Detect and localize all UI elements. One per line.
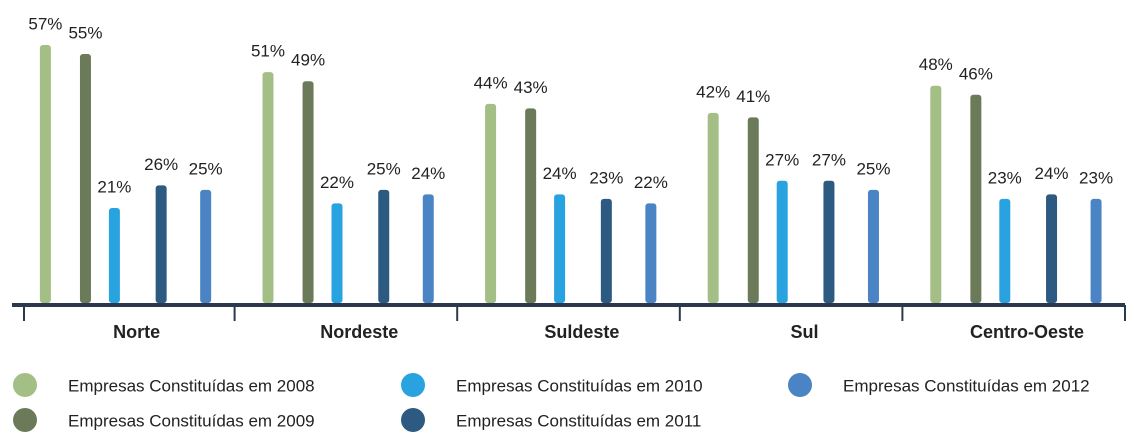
- value-label: 49%: [291, 51, 325, 70]
- bar: [1046, 194, 1058, 303]
- value-label: 46%: [959, 64, 993, 83]
- bar: [970, 94, 982, 303]
- x-tick-label: Centro-Oeste: [970, 322, 1084, 342]
- value-label: 42%: [696, 82, 730, 101]
- legend-label: Empresas Constituídas em 2010: [456, 376, 703, 395]
- bar: [707, 112, 719, 303]
- bar: [331, 203, 343, 303]
- value-label: 23%: [988, 168, 1022, 187]
- value-label: 22%: [634, 173, 668, 192]
- value-label: 57%: [28, 14, 62, 33]
- value-label: 43%: [514, 78, 548, 97]
- bar: [999, 198, 1011, 303]
- value-label: 24%: [543, 164, 577, 183]
- value-label: 27%: [812, 150, 846, 169]
- x-tick-label: Nordeste: [320, 322, 398, 342]
- legend-swatch: [401, 373, 425, 397]
- bar: [1090, 198, 1102, 303]
- legend-swatch: [13, 373, 37, 397]
- x-tick-label: Suldeste: [544, 322, 619, 342]
- legend-label: Empresas Constituídas em 2009: [68, 411, 315, 430]
- bar: [645, 203, 657, 303]
- bar: [108, 207, 120, 303]
- bar: [485, 103, 497, 303]
- bar: [79, 54, 91, 304]
- value-label: 23%: [1079, 168, 1113, 187]
- bar: [39, 45, 51, 303]
- bar: [600, 198, 612, 303]
- value-label: 44%: [474, 73, 508, 92]
- value-label: 21%: [97, 177, 131, 196]
- x-tick-label: Sul: [790, 322, 818, 342]
- bar: [155, 185, 167, 303]
- value-label: 55%: [68, 24, 102, 43]
- value-label: 48%: [919, 55, 953, 74]
- value-label: 25%: [189, 159, 223, 178]
- bar: [776, 180, 788, 303]
- bar: [554, 194, 566, 303]
- bar: [525, 108, 537, 303]
- legend-swatch: [13, 408, 37, 432]
- bar: [747, 117, 759, 303]
- value-label: 27%: [765, 150, 799, 169]
- bar: [823, 180, 835, 303]
- bar: [378, 189, 390, 303]
- bar: [302, 81, 314, 303]
- value-label: 25%: [367, 159, 401, 178]
- bar: [867, 189, 879, 303]
- x-tick-label: Norte: [113, 322, 160, 342]
- value-label: 22%: [320, 173, 354, 192]
- bar: [930, 85, 942, 303]
- value-label: 25%: [856, 159, 890, 178]
- value-label: 23%: [589, 168, 623, 187]
- legend-swatch: [401, 408, 425, 432]
- value-label: 51%: [251, 42, 285, 61]
- value-label: 24%: [1035, 164, 1069, 183]
- value-label: 41%: [736, 87, 770, 106]
- value-label: 26%: [144, 155, 178, 174]
- bar: [200, 189, 212, 303]
- bar: [262, 72, 274, 303]
- legend-label: Empresas Constituídas em 2011: [456, 411, 701, 430]
- legend-label: Empresas Constituídas em 2008: [68, 376, 315, 395]
- legend-swatch: [788, 373, 812, 397]
- bar: [422, 194, 434, 303]
- value-label: 24%: [411, 164, 445, 183]
- legend-label: Empresas Constituídas em 2012: [843, 376, 1090, 395]
